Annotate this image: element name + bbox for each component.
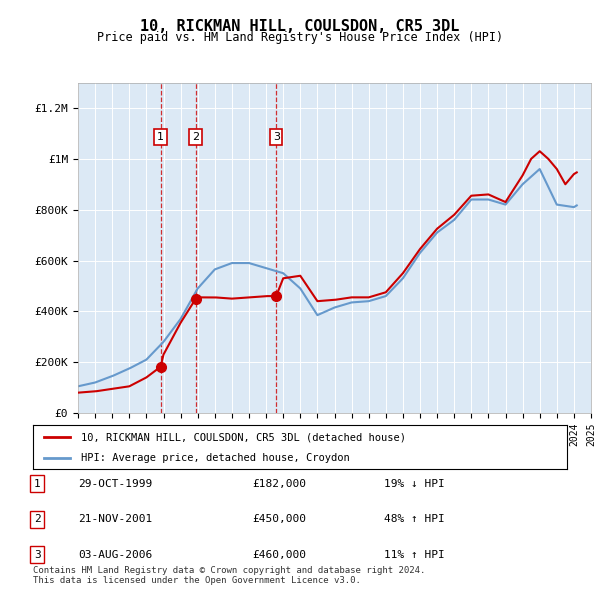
Text: £450,000: £450,000 xyxy=(252,514,306,524)
Text: 48% ↑ HPI: 48% ↑ HPI xyxy=(384,514,445,524)
Text: 3: 3 xyxy=(34,550,41,559)
Text: 2: 2 xyxy=(34,514,41,524)
Text: 10, RICKMAN HILL, COULSDON, CR5 3DL (detached house): 10, RICKMAN HILL, COULSDON, CR5 3DL (det… xyxy=(81,432,406,442)
Text: 03-AUG-2006: 03-AUG-2006 xyxy=(78,550,152,559)
Text: 2: 2 xyxy=(192,132,199,142)
Text: Price paid vs. HM Land Registry's House Price Index (HPI): Price paid vs. HM Land Registry's House … xyxy=(97,31,503,44)
Text: HPI: Average price, detached house, Croydon: HPI: Average price, detached house, Croy… xyxy=(81,453,350,463)
Text: 10, RICKMAN HILL, COULSDON, CR5 3DL: 10, RICKMAN HILL, COULSDON, CR5 3DL xyxy=(140,19,460,34)
Text: £460,000: £460,000 xyxy=(252,550,306,559)
Text: 19% ↓ HPI: 19% ↓ HPI xyxy=(384,479,445,489)
Text: £182,000: £182,000 xyxy=(252,479,306,489)
Text: 11% ↑ HPI: 11% ↑ HPI xyxy=(384,550,445,559)
Text: Contains HM Land Registry data © Crown copyright and database right 2024.
This d: Contains HM Land Registry data © Crown c… xyxy=(33,566,425,585)
Text: 3: 3 xyxy=(272,132,280,142)
Text: 29-OCT-1999: 29-OCT-1999 xyxy=(78,479,152,489)
Text: 21-NOV-2001: 21-NOV-2001 xyxy=(78,514,152,524)
Text: 1: 1 xyxy=(34,479,41,489)
Text: 1: 1 xyxy=(157,132,164,142)
